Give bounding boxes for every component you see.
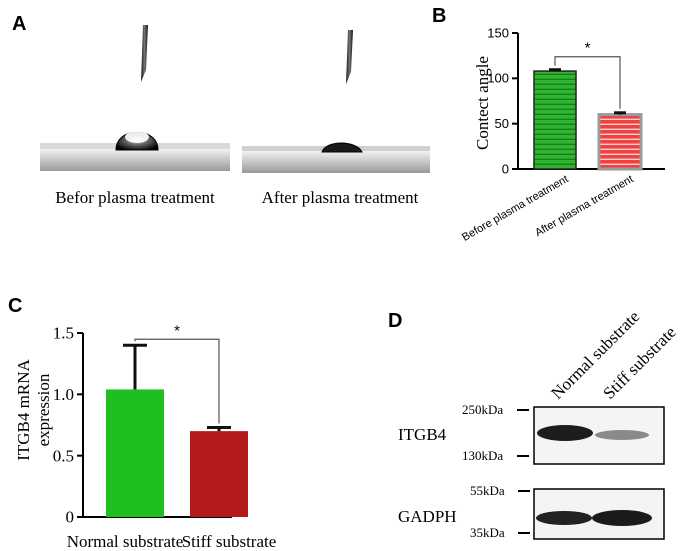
caption-before: Befor plasma treatment <box>55 188 215 207</box>
significance-bracket <box>554 56 621 109</box>
significance-marker: * <box>585 40 591 57</box>
band-gadph-stiff <box>592 510 652 526</box>
chart-b-ylabel: Contect angle <box>473 56 492 150</box>
droplet-highlight <box>125 131 149 143</box>
needle-icon <box>141 25 148 82</box>
blot-itgb4: ITGB4 250kDa 130kDa <box>398 402 665 465</box>
y-tick-label: 100 <box>487 71 509 86</box>
panel-a-label: A <box>12 13 26 35</box>
x-tick-label: Stiff substrate <box>182 532 277 551</box>
panel-c-label: C <box>8 295 22 317</box>
chart-c-ylabel-line2: expression <box>34 373 53 446</box>
band-itgb4-stiff <box>595 430 649 440</box>
stage-base <box>242 151 430 173</box>
marker-55kda: 55kDa <box>470 483 505 498</box>
droplet-icon <box>321 142 363 153</box>
significance-marker: * <box>174 322 180 339</box>
blot-gadph-name: GADPH <box>398 507 457 526</box>
stage-base <box>40 149 230 171</box>
marker-130kda: 130kDa <box>462 448 503 463</box>
y-tick-label: 1.5 <box>53 324 74 343</box>
band-itgb4-normal <box>537 425 593 441</box>
panel-a: A Befor plasma treatment After plasma tr… <box>12 13 430 207</box>
y-tick-label: 50 <box>495 116 509 131</box>
droplet-image-after <box>242 30 430 173</box>
y-tick-label: 150 <box>487 25 509 40</box>
bar <box>190 431 248 517</box>
blot-itgb4-name: ITGB4 <box>398 425 447 444</box>
bar <box>106 389 164 517</box>
panel-d-label: D <box>388 310 402 332</box>
y-tick-label: 0 <box>502 161 509 176</box>
marker-250kda: 250kDa <box>462 402 503 417</box>
significance-bracket <box>134 338 220 424</box>
caption-after: After plasma treatment <box>262 188 419 207</box>
chart-c-ylabel-line1: ITGB4 mRNA <box>14 359 33 461</box>
x-tick-label: Normal substrate <box>67 532 184 551</box>
panel-d: D Normal substrate Stiff substrate ITGB4… <box>388 307 680 540</box>
x-tick-label: Before plasma treatment <box>460 173 570 244</box>
needle-icon <box>346 30 353 84</box>
band-gadph-normal <box>536 511 592 525</box>
lane-label-normal: Normal substrate <box>547 307 643 403</box>
y-tick-label: 1.0 <box>53 385 74 404</box>
panel-b-label: B <box>432 5 446 27</box>
y-tick-label: 0.5 <box>53 446 74 465</box>
panel-b: B Contect angle 0 50 100 150 Before plasma t… <box>432 5 665 244</box>
panel-c: C ITGB4 mRNA expression 0 0.5 1.0 1.5 Normal… <box>8 295 276 551</box>
droplet-image-before <box>40 25 230 171</box>
marker-35kda: 35kDa <box>470 525 505 540</box>
bar <box>597 113 643 171</box>
bar <box>533 70 577 170</box>
y-tick-label: 0 <box>66 508 75 527</box>
blot-gadph: GADPH 55kDa 35kDa <box>398 483 665 540</box>
